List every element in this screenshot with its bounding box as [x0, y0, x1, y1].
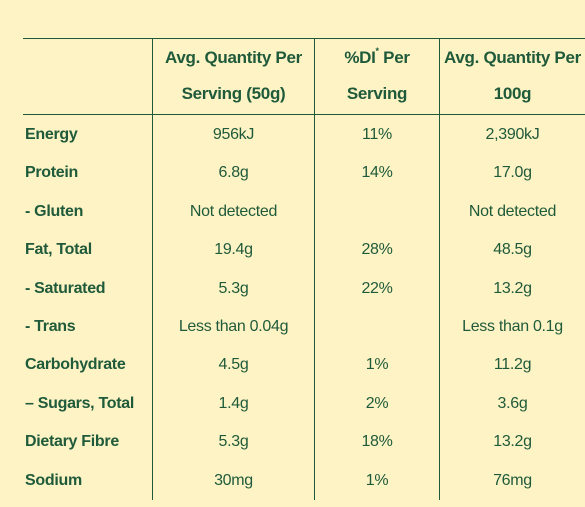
cell-di: 22% [361, 279, 393, 297]
nutrient-label: Dietary Fibre [25, 433, 119, 451]
nutrient-label: - Trans [25, 318, 76, 335]
header-per-serving-line1: Avg. Quantity Per [165, 48, 302, 67]
table-row: Dietary Fibre 5.3g 18% 13.2g [23, 423, 585, 461]
cell-per-100g: 3.6g [497, 394, 528, 412]
header-di-suffix: Per [378, 48, 410, 67]
cell-di: 11% [362, 126, 392, 143]
table-row: Fat, Total 19.4g 28% 48.5g [23, 231, 585, 269]
table-row: - Gluten Not detected Not detected [23, 193, 585, 231]
nutrient-label: - Gluten [25, 202, 84, 220]
cell-per-serving: Not detected [189, 202, 278, 220]
cell-per-serving: 5.3g [218, 279, 249, 297]
column-divider-2 [314, 38, 315, 500]
nutrient-label: Carbohydrate [25, 356, 126, 374]
cell-per-100g: 13.2g [493, 433, 532, 451]
cell-per-100g: 13.2g [493, 279, 532, 297]
column-divider-1 [152, 38, 153, 500]
column-divider-3 [439, 38, 440, 500]
table-row: - Saturated 5.3g 22% 13.2g [23, 270, 585, 308]
table-row: - Trans Less than 0.04g Less than 0.1g [23, 308, 585, 346]
cell-per-serving: 4.5g [218, 356, 249, 374]
table-row: Protein 6.8g 14% 17.0g [23, 154, 585, 192]
header-di-asterisk: * [375, 46, 380, 57]
header-per-serving-line2: Serving (50g) [181, 84, 286, 103]
cell-di: 2% [365, 394, 389, 412]
cell-di [315, 193, 439, 231]
cell-per-100g: 48.5g [493, 241, 532, 259]
cell-per-serving: 5.3g [218, 433, 249, 451]
nutrient-label: Protein [25, 164, 79, 182]
table-top-border [23, 38, 585, 39]
cell-per-serving: 6.8g [218, 164, 249, 182]
nutrient-label: Sodium [25, 471, 82, 489]
header-per-serving: Avg. Quantity Per Serving (50g) [153, 38, 314, 114]
cell-per-100g: 17.0g [493, 164, 532, 182]
cell-per-100g: Less than 0.1g [462, 318, 563, 335]
cell-per-100g: Not detected [468, 202, 557, 220]
nutrient-label: - Saturated [25, 279, 106, 297]
table-row: Sodium 30mg 1% 76mg [23, 462, 585, 500]
header-per-100g-line1: Avg. Quantity Per [444, 48, 581, 67]
cell-per-serving: Less than 0.04g [178, 318, 289, 335]
table-row: – Sugars, Total 1.4g 2% 3.6g [23, 385, 585, 423]
cell-di: 28% [361, 241, 393, 259]
cell-di: 1% [365, 471, 389, 489]
header-di-prefix: %DI [344, 48, 376, 67]
cell-per-serving: 30mg [214, 471, 253, 489]
nutrient-label: – Sugars, Total [25, 394, 135, 412]
header-per-100g: Avg. Quantity Per 100g [440, 38, 585, 114]
nutrition-table: Avg. Quantity Per Serving (50g) %DI* Per… [23, 38, 585, 500]
cell-di: 14% [361, 164, 393, 182]
header-per-100g-line2: 100g [493, 84, 532, 103]
cell-per-100g: 76mg [493, 471, 532, 489]
cell-per-serving: 19.4g [214, 241, 253, 259]
cell-per-100g: 2,390kJ [485, 126, 540, 143]
nutrient-label: Energy [25, 126, 78, 143]
cell-di: 1% [365, 356, 389, 374]
cell-di [315, 308, 439, 346]
cell-per-100g: 11.2g [493, 356, 532, 374]
header-di: %DI* Per Serving [315, 38, 439, 114]
header-di-line2: Serving [346, 84, 408, 103]
header-di-line1: %DI* Per [344, 40, 410, 76]
cell-per-serving: 1.4g [218, 394, 249, 412]
header-bottom-border [23, 114, 585, 115]
cell-di: 18% [361, 433, 393, 451]
nutrient-label: Fat, Total [25, 241, 92, 259]
cell-per-serving: 956kJ [212, 126, 255, 143]
table-row: Energy 956kJ 11% 2,390kJ [23, 116, 585, 154]
table-row: Carbohydrate 4.5g 1% 11.2g [23, 346, 585, 384]
